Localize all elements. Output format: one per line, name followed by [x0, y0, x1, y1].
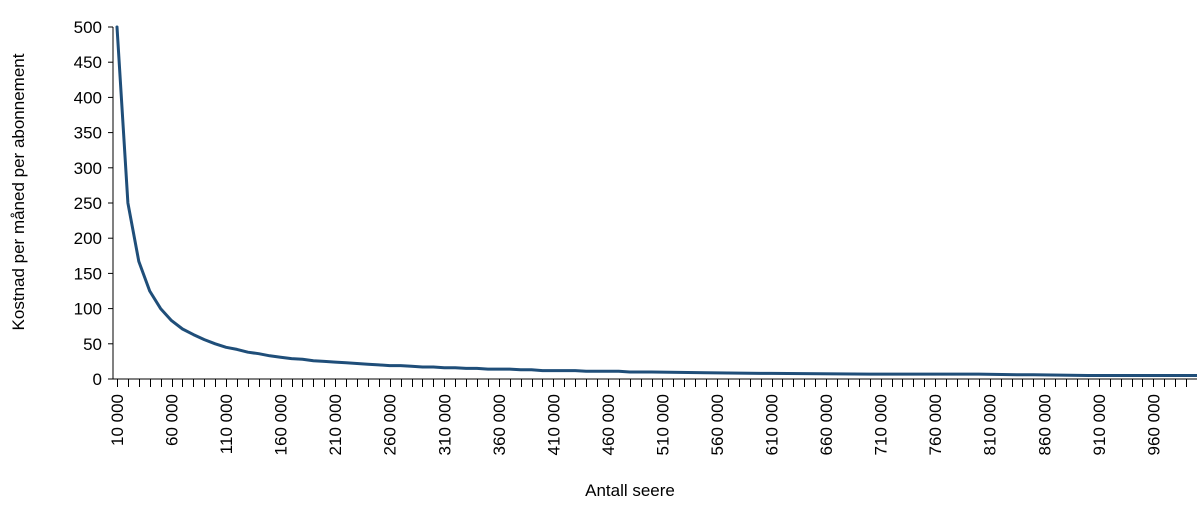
x-tick-label: 910 000 — [1090, 394, 1109, 455]
x-axis: 10 000 60 000 110 000 160 000 210 000 260 000… — [108, 378, 1197, 455]
y-tick-label: 400 — [74, 88, 102, 107]
series-layer — [115, 25, 1197, 377]
x-tick-label: 360 000 — [490, 394, 509, 455]
y-tick-label: 500 — [74, 18, 102, 37]
x-tick-label: 810 000 — [981, 394, 1000, 455]
x-tick-label: 110 000 — [217, 394, 236, 454]
y-tick-label: 0 — [93, 370, 102, 389]
x-tick-label: 460 000 — [599, 394, 618, 455]
x-tick-label: 210 000 — [326, 394, 345, 455]
x-tick-label: 660 000 — [817, 394, 836, 455]
y-tick-label: 350 — [74, 124, 102, 143]
series-line-0 — [115, 25, 1197, 377]
x-tick-label: 960 000 — [1144, 394, 1163, 455]
x-tick-label: 610 000 — [763, 394, 782, 455]
y-tick-label: 200 — [74, 229, 102, 248]
x-axis-title: Antall seere — [585, 481, 675, 500]
y-axis: 0 50 100 150 200 250 300 350 400 450 500 — [74, 18, 114, 389]
x-tick-label: 60 000 — [163, 394, 182, 446]
x-tick-label: 710 000 — [872, 394, 891, 455]
y-tick-label: 50 — [83, 335, 102, 354]
x-tick-label: 860 000 — [1035, 394, 1054, 455]
y-tick-label: 250 — [74, 194, 102, 213]
x-tick-label: 760 000 — [926, 394, 945, 455]
x-tick-label: 560 000 — [708, 394, 727, 455]
x-tick-label: 410 000 — [544, 394, 563, 455]
y-tick-label: 150 — [74, 264, 102, 283]
x-tick-label: 160 000 — [272, 394, 291, 455]
y-tick-label: 450 — [74, 53, 102, 72]
y-axis-title: Kostnad per måned per abonnement — [9, 53, 28, 330]
y-tick-label: 100 — [74, 300, 102, 319]
y-tick-label: 300 — [74, 159, 102, 178]
x-tick-label: 10 000 — [108, 394, 127, 446]
x-tick-label: 260 000 — [381, 394, 400, 455]
x-tick-label: 510 000 — [653, 394, 672, 455]
x-tick-label: 310 000 — [435, 394, 454, 455]
